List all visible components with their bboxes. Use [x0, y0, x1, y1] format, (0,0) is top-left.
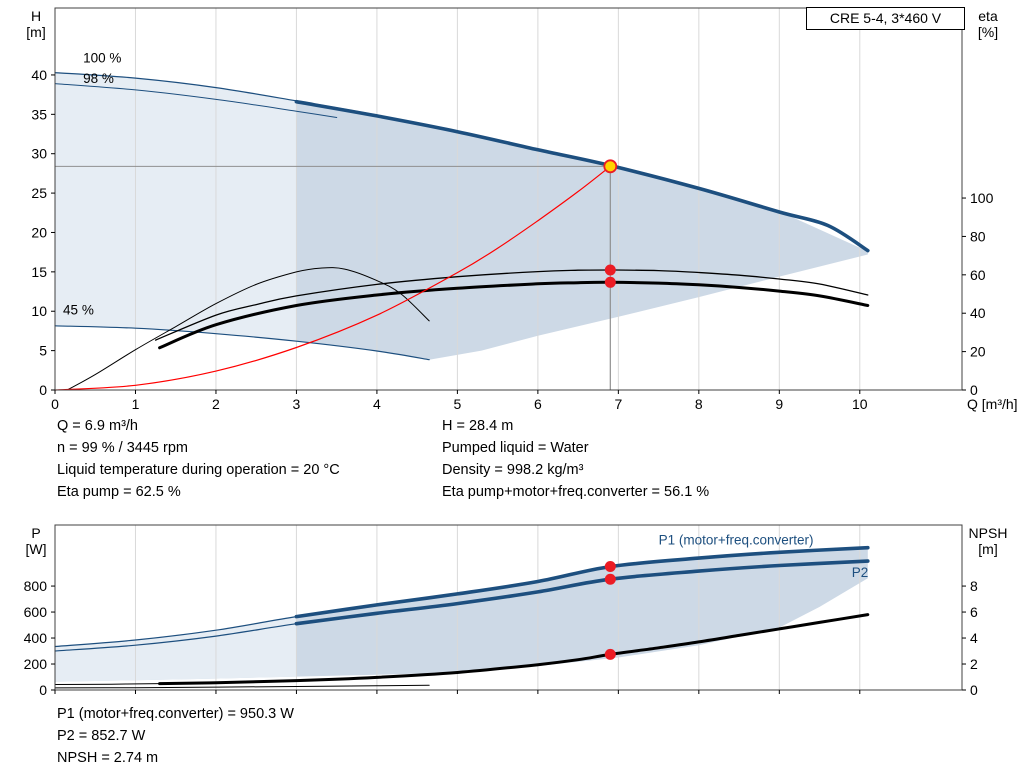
y-right-tick-label: 2 [970, 656, 978, 672]
y-right-tick-label: 60 [970, 267, 986, 283]
curve-label: 45 % [63, 302, 94, 317]
eta-curve-reduced [66, 267, 430, 391]
curve-label: P1 (motor+freq.converter) [659, 532, 814, 547]
y-left-tick-label: 600 [24, 604, 48, 620]
p1-readout: P1 (motor+freq.converter) = 950.3 W [57, 706, 294, 722]
x-axis-label: Q [m³/h] [967, 396, 1018, 412]
y-left-tick-label: 5 [39, 343, 47, 359]
y-left-tick-label: 20 [31, 224, 47, 240]
speed-98-curve [54, 83, 338, 118]
speed-45-curve [54, 325, 430, 361]
eta-pump-curve [154, 269, 869, 341]
y-right-axis-label: NPSH [969, 525, 1008, 541]
npsh-min-curve [54, 684, 430, 689]
speed-readout: n = 99 % / 3445 rpm [57, 440, 188, 456]
y-left-tick-label: 40 [31, 67, 47, 83]
x-tick-label: 7 [614, 396, 622, 412]
duty-point-marker [603, 159, 618, 174]
y-left-tick-label: 25 [31, 185, 47, 201]
p2-readout: P2 = 852.7 W [57, 728, 146, 744]
y-left-axis-label: P [31, 525, 40, 541]
y-right-tick-label: 4 [970, 630, 978, 646]
y-left-tick-label: 400 [24, 630, 48, 646]
y-right-tick-label: 40 [970, 305, 986, 321]
eta-pump-point [604, 264, 616, 276]
y-left-tick-label: 10 [31, 303, 47, 319]
p2-point [604, 573, 616, 585]
operating-envelope-light [55, 72, 297, 342]
y-right-tick-label: 100 [970, 190, 994, 206]
y-right-axis-label: [%] [978, 24, 998, 40]
x-tick-label: 0 [51, 396, 59, 412]
y-right-tick-label: 0 [970, 682, 978, 698]
x-tick-label: 2 [212, 396, 220, 412]
y-right-tick-label: 6 [970, 604, 978, 620]
q-readout: Q = 6.9 m³/h [57, 418, 138, 434]
y-left-tick-label: 35 [31, 106, 47, 122]
y-left-tick-label: 0 [39, 682, 47, 698]
liquid-readout: Pumped liquid = Water [442, 440, 589, 456]
curve-label: 98 % [83, 71, 114, 86]
y-left-axis-label: H [31, 8, 41, 24]
y-left-tick-label: 30 [31, 146, 47, 162]
eta-total-curve [158, 280, 870, 350]
hq-chart: 0 1 2 3 4 5 6 7 8 9 10 Q [m³/h]05101520253035400204… [26, 7, 1018, 412]
x-tick-label: 9 [775, 396, 783, 412]
p1-point [604, 561, 616, 573]
y-left-tick-label: 800 [24, 578, 48, 594]
pump-model-badge: CRE 5-4, 3*460 V [806, 7, 965, 30]
power-npsh-chart: 0 200 400 600 800 0 2 4 6 8 P[W] NPSH[m] P1 (motor+f… [24, 524, 1008, 698]
eta-pump-readout: Eta pump = 62.5 % [57, 484, 181, 500]
npsh-curve [158, 613, 870, 686]
power-info-block: P1 (motor+freq.converter) = 950.3 W P2 =… [57, 703, 294, 769]
temperature-readout: Liquid temperature during operation = 20… [57, 462, 340, 478]
y-right-axis-label: eta [978, 8, 998, 24]
p1-curve [294, 545, 870, 619]
y-right-tick-label: 0 [970, 382, 978, 398]
plot-frame [54, 7, 963, 391]
x-tick-label: 10 [852, 396, 868, 412]
y-right-tick-label: 8 [970, 578, 978, 594]
curve-label: P2 [852, 565, 869, 580]
npsh-readout: NPSH = 2.74 m [57, 750, 159, 766]
x-tick-label: 1 [132, 396, 140, 412]
y-right-tick-label: 20 [970, 344, 986, 360]
eta-total-point [604, 276, 616, 288]
duty-info-column-1: Q = 6.9 m³/h n = 99 % / 3445 rpm Liquid … [57, 415, 340, 503]
y-left-axis-label: [m] [26, 24, 45, 40]
y-left-tick-label: 0 [39, 382, 47, 398]
y-left-tick-label: 200 [24, 656, 48, 672]
y-left-axis-label: [W] [26, 541, 47, 557]
density-readout: Density = 998.2 kg/m³ [442, 462, 584, 478]
x-tick-label: 8 [695, 396, 703, 412]
curve-label: 100 % [83, 50, 121, 65]
h-readout: H = 28.4 m [442, 418, 514, 434]
x-tick-label: 4 [373, 396, 381, 412]
x-tick-label: 6 [534, 396, 542, 412]
system-curve [54, 165, 611, 391]
eta-total-readout: Eta pump+motor+freq.converter = 56.1 % [442, 484, 710, 500]
plot-frame [54, 524, 963, 691]
npsh-point [604, 648, 616, 660]
y-left-tick-label: 15 [31, 264, 47, 280]
x-tick-label: 3 [293, 396, 301, 412]
npsh-curve-thin [54, 683, 161, 685]
y-right-tick-label: 80 [970, 228, 986, 244]
p2-curve [294, 559, 870, 626]
y-right-axis-label: [m] [978, 541, 997, 557]
x-tick-label: 5 [453, 396, 461, 412]
duty-info-column-2: H = 28.4 m Pumped liquid = Water Density… [442, 415, 709, 503]
